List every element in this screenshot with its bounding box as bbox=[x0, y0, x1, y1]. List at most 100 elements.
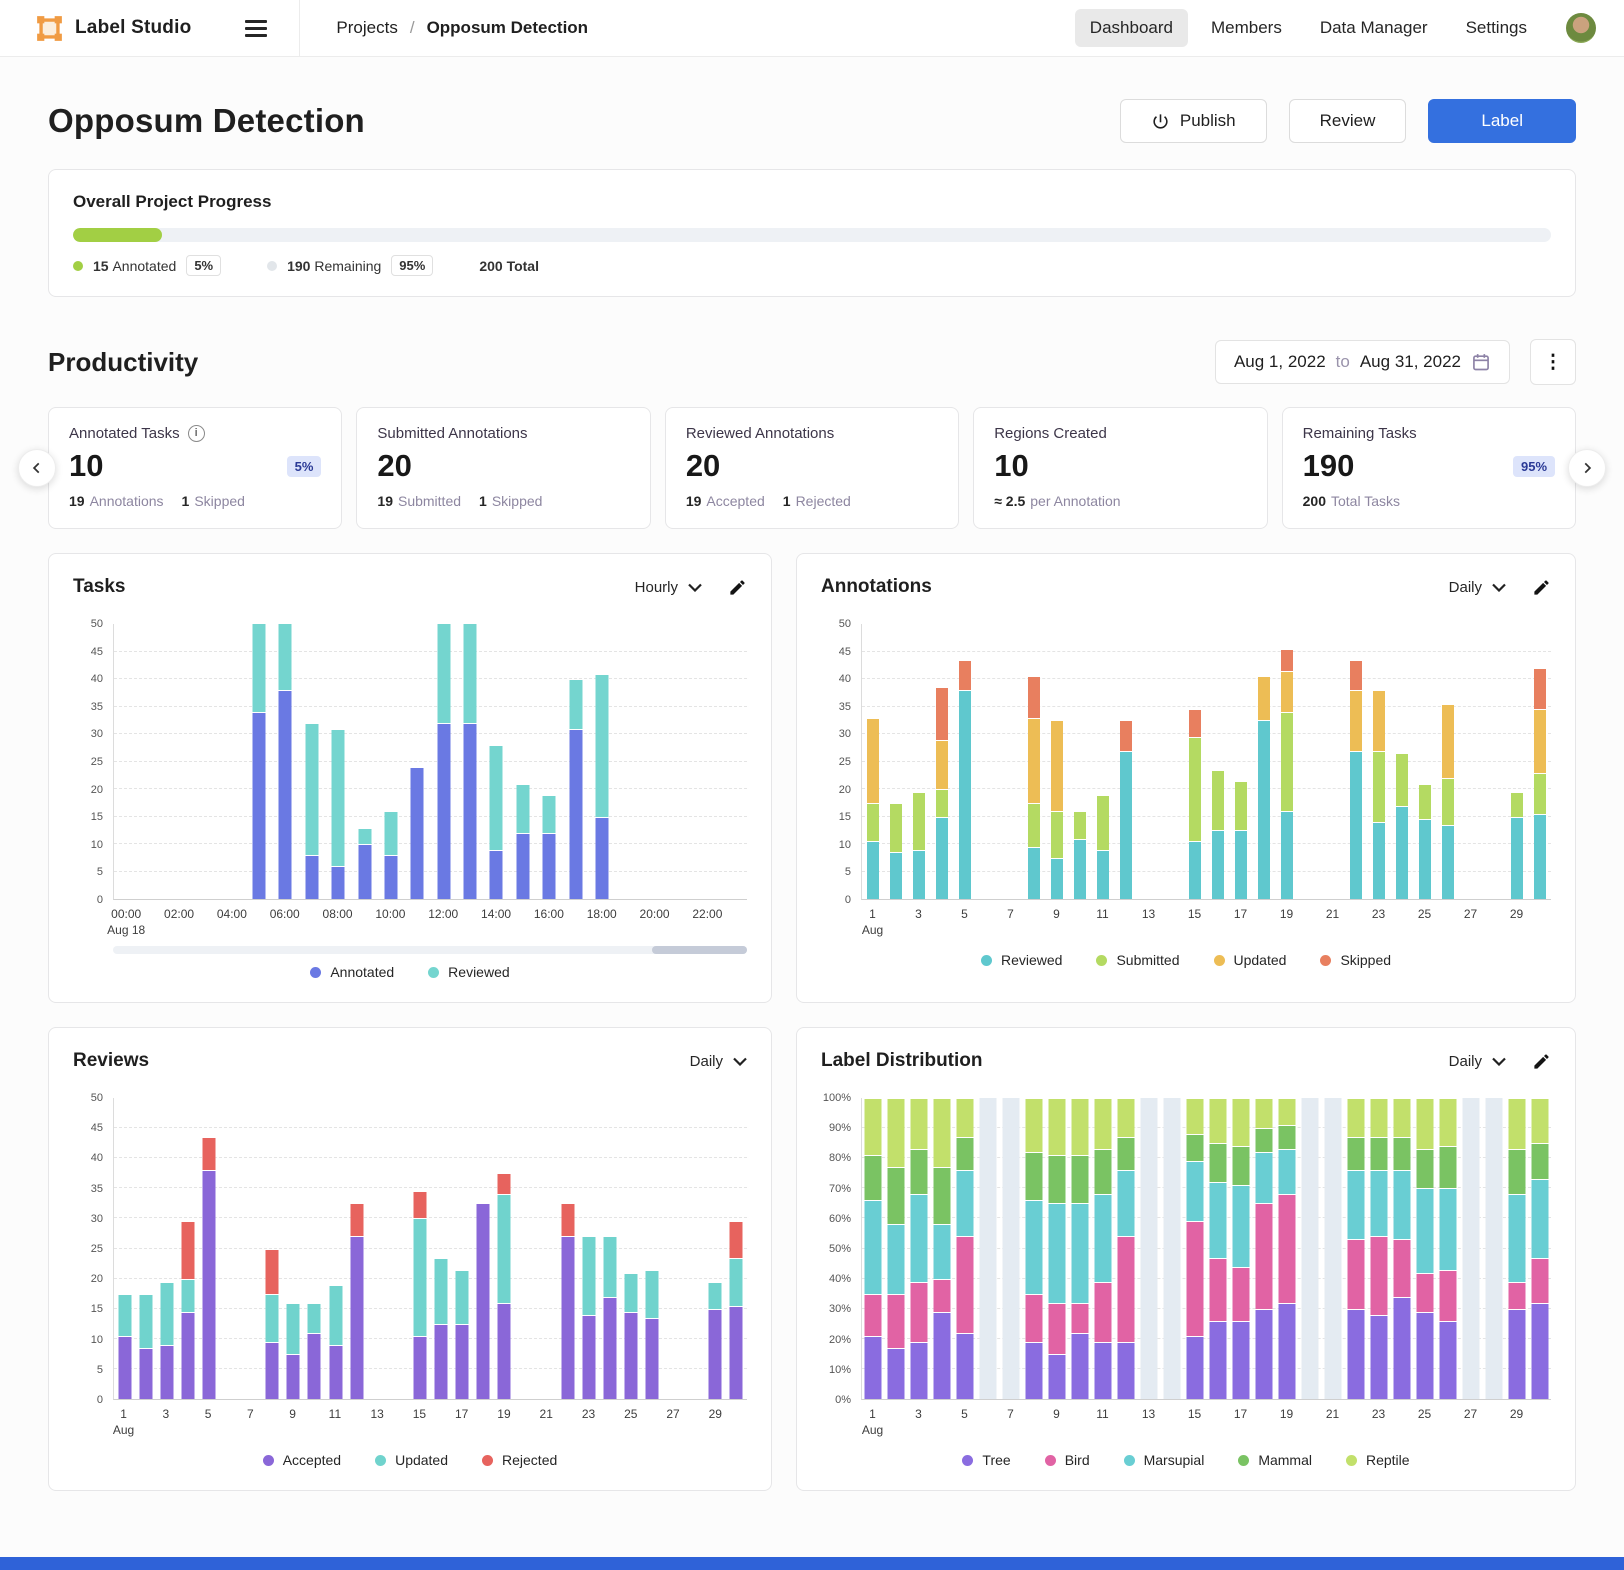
menu-icon[interactable] bbox=[239, 14, 273, 43]
bar-segment bbox=[864, 1201, 882, 1294]
gridline bbox=[114, 1247, 747, 1249]
bar-segment bbox=[910, 1282, 928, 1342]
bar-segment bbox=[595, 674, 609, 817]
gridline bbox=[862, 1157, 1551, 1159]
nav-dashboard[interactable]: Dashboard bbox=[1074, 9, 1188, 47]
bar-segment bbox=[437, 624, 451, 723]
x-axis-label: 1 Aug bbox=[113, 1406, 134, 1438]
bar-segment bbox=[278, 624, 292, 690]
bar-segment bbox=[1028, 803, 1041, 847]
legend-item: Updated bbox=[1213, 952, 1286, 968]
empty-day-bar bbox=[1462, 1098, 1480, 1399]
nav-settings[interactable]: Settings bbox=[1465, 18, 1527, 37]
bar-segment bbox=[1531, 1144, 1549, 1180]
bar-segment bbox=[1074, 812, 1087, 839]
bar-segment bbox=[1028, 847, 1041, 899]
bar-segment bbox=[1186, 1222, 1204, 1336]
bar-segment bbox=[624, 1312, 638, 1399]
x-axis-label: 12:00 bbox=[428, 906, 458, 922]
x-axis-label: 13 bbox=[1142, 1406, 1155, 1422]
bar-segment bbox=[1347, 1138, 1365, 1171]
user-avatar[interactable] bbox=[1566, 13, 1596, 43]
nav-data-manager[interactable]: Data Manager bbox=[1319, 18, 1428, 37]
gridline bbox=[862, 760, 1551, 762]
review-button[interactable]: Review bbox=[1288, 99, 1407, 143]
edit-chart-button[interactable] bbox=[728, 578, 747, 597]
bar-segment bbox=[1117, 1342, 1135, 1399]
nav-members[interactable]: Members bbox=[1210, 18, 1282, 37]
legend-item: Rejected bbox=[482, 1452, 557, 1468]
empty-day-bar bbox=[1485, 1098, 1503, 1399]
bar-segment bbox=[561, 1204, 575, 1237]
bar-segment bbox=[956, 1138, 974, 1171]
x-axis-label: 21 bbox=[540, 1406, 553, 1422]
gridline bbox=[862, 788, 1551, 789]
x-axis-tick: 00:00 bbox=[111, 907, 142, 921]
x-axis-label: 7 bbox=[1007, 1406, 1014, 1422]
breadcrumb-projects[interactable]: Projects bbox=[336, 18, 398, 37]
tasks-interval-select[interactable]: Hourly bbox=[635, 579, 702, 596]
label-button[interactable]: Label bbox=[1428, 99, 1576, 143]
bar-segment bbox=[497, 1195, 511, 1303]
bar-segment bbox=[867, 803, 880, 842]
gridline bbox=[114, 1367, 747, 1369]
bar-segment bbox=[1209, 1144, 1227, 1183]
publish-button[interactable]: Publish bbox=[1119, 99, 1267, 143]
x-axis-label: 25 bbox=[624, 1406, 637, 1422]
legend-label: Submitted bbox=[1116, 952, 1180, 968]
bar-segment bbox=[1416, 1189, 1434, 1273]
bar-segment bbox=[1395, 754, 1408, 806]
bar-segment bbox=[497, 1303, 511, 1399]
bar-segment bbox=[956, 1171, 974, 1237]
x-axis-label: 21 bbox=[1326, 1406, 1339, 1422]
info-icon[interactable]: i bbox=[187, 425, 205, 442]
x-axis-label: 7 bbox=[247, 1406, 254, 1422]
bar-segment bbox=[384, 812, 398, 855]
edit-chart-button[interactable] bbox=[1532, 578, 1551, 597]
brand[interactable]: Label Studio bbox=[36, 15, 191, 42]
x-axis-sublabel: Aug bbox=[112, 1423, 135, 1437]
annotations-interval-select[interactable]: Daily bbox=[1449, 579, 1506, 596]
bar-segment bbox=[1280, 812, 1293, 899]
bar-segment bbox=[1347, 1171, 1365, 1240]
chart-scrollbar-thumb[interactable] bbox=[651, 946, 747, 954]
chevron-right-icon bbox=[1584, 462, 1592, 474]
bar-segment bbox=[1441, 779, 1454, 825]
carousel-prev-button[interactable] bbox=[18, 449, 56, 487]
empty-day-bar bbox=[1002, 1098, 1020, 1399]
bar-segment bbox=[1071, 1333, 1089, 1399]
x-axis-label: 11 bbox=[1096, 1406, 1108, 1422]
top-bar: Label Studio Projects / Opposum Detectio… bbox=[0, 0, 1624, 57]
label-distribution-interval-select[interactable]: Daily bbox=[1449, 1053, 1506, 1070]
pencil-icon bbox=[730, 579, 745, 595]
stat-foot-item: 19 Accepted bbox=[685, 493, 765, 509]
bar-segment bbox=[1439, 1099, 1457, 1147]
legend-item: Annotated bbox=[310, 964, 394, 980]
chevron-down-icon bbox=[733, 1057, 747, 1066]
empty-day-bar bbox=[1163, 1098, 1181, 1399]
x-axis-tick: 12:00 bbox=[428, 907, 459, 921]
empty-day-bar bbox=[1140, 1098, 1158, 1399]
bar-segment bbox=[910, 1342, 928, 1399]
legend-label: Bird bbox=[1064, 1452, 1090, 1468]
x-axis-tick: 10:00 bbox=[375, 907, 406, 921]
bar-segment bbox=[1278, 1099, 1296, 1126]
carousel-next-button[interactable] bbox=[1568, 449, 1606, 487]
x-axis-label: 9 bbox=[289, 1406, 296, 1422]
bar-segment bbox=[1370, 1099, 1388, 1138]
date-to: Aug 31, 2022 bbox=[1359, 352, 1461, 371]
legend-dot bbox=[310, 966, 322, 978]
reviews-interval-select[interactable]: Daily bbox=[690, 1053, 747, 1070]
bar-segment bbox=[1209, 1099, 1227, 1144]
legend-item: Accepted bbox=[262, 1452, 341, 1468]
top-navigation: Dashboard Members Data Manager Settings bbox=[1074, 9, 1596, 47]
bar-segment bbox=[252, 624, 266, 712]
more-options-button[interactable]: ⋮ bbox=[1530, 339, 1576, 385]
bar-segment bbox=[358, 845, 372, 899]
edit-chart-button[interactable] bbox=[1532, 1052, 1551, 1071]
date-range-picker[interactable]: Aug 1, 2022 to Aug 31, 2022 bbox=[1214, 340, 1510, 384]
x-axis-tick: 13 bbox=[1141, 907, 1156, 921]
bar-segment bbox=[1370, 1237, 1388, 1315]
y-axis-label: 70% bbox=[828, 1182, 851, 1195]
x-axis-label: 5 bbox=[205, 1406, 212, 1422]
